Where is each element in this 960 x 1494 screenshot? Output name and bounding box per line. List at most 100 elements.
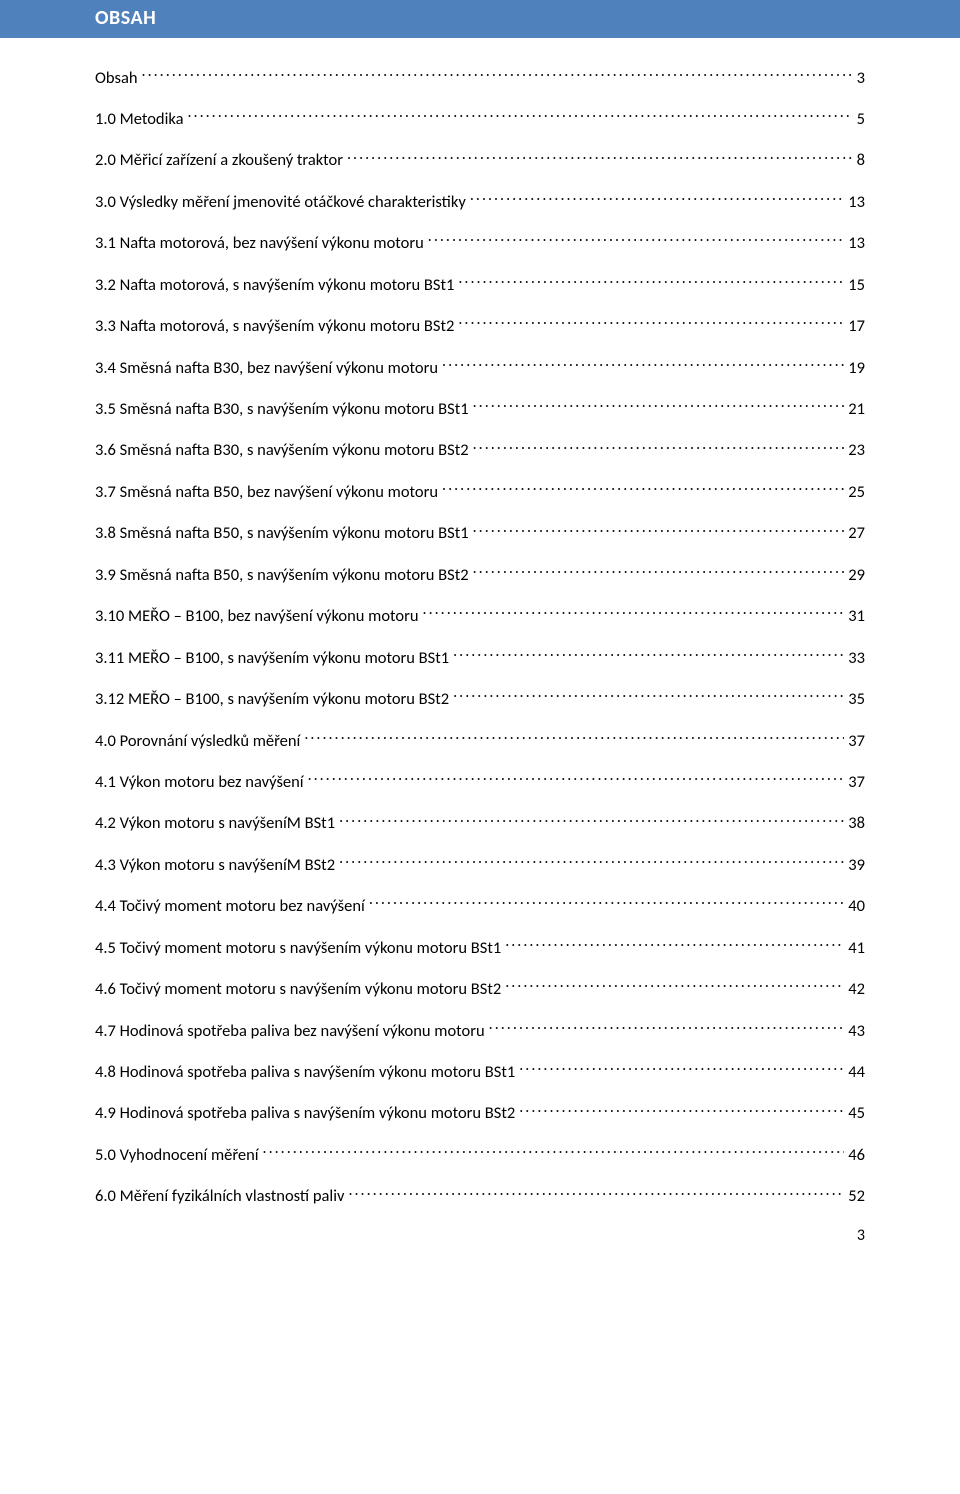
- toc-leader-dots: [473, 398, 845, 415]
- toc-entry: 5.0 Vyhodnocení měření 46: [95, 1143, 865, 1166]
- toc-entry: 3.2 Nafta motorová, s navýšením výkonu m…: [95, 273, 865, 296]
- toc-entry-page: 33: [844, 648, 865, 669]
- toc-leader-dots: [489, 1019, 845, 1036]
- toc-entry-page: 29: [844, 565, 865, 586]
- toc-entry: 4.0 Porovnání výsledků měření37: [95, 729, 865, 752]
- toc-entry: 6.0 Měření fyzikálních vlastností paliv5…: [95, 1185, 865, 1208]
- section-header-title: OBSAH: [95, 6, 156, 30]
- toc-entry-label: 4.1 Výkon motoru bez navýšení: [95, 772, 308, 793]
- toc-entry-page: 37: [844, 772, 865, 793]
- toc-entry-page: 31: [844, 606, 865, 627]
- toc-entry-page: 8: [853, 150, 865, 171]
- toc-entry: 3.3 Nafta motorová, s navýšením výkonu m…: [95, 315, 865, 338]
- toc-leader-dots: [473, 439, 845, 456]
- toc-entry-label: 3.7 Směsná nafta B50, bez navýšení výkon…: [95, 482, 442, 503]
- toc-entry-page: 19: [844, 358, 865, 379]
- toc-entry-label: 3.1 Nafta motorová, bez navýšení výkonu …: [95, 233, 428, 254]
- toc-entry: 1.0 Metodika5: [95, 107, 865, 130]
- toc-entry-label: 3.11 MEŘO – B100, s navýšením výkonu mot…: [95, 648, 453, 669]
- toc-entry-label: 4.9 Hodinová spotřeba paliva s navýšením…: [95, 1103, 519, 1124]
- page-number: 3: [95, 1226, 865, 1245]
- toc-leader-dots: [505, 978, 844, 995]
- toc-entry-label: 4.8 Hodinová spotřeba paliva s navýšením…: [95, 1062, 519, 1083]
- toc-leader-dots: [369, 895, 844, 912]
- toc-entry-page: 42: [844, 979, 865, 1000]
- toc-entry: 2.0 Měřicí zařízení a zkoušený traktor 8: [95, 149, 865, 172]
- toc-entry-label: 3.8 Směsná nafta B50, s navýšením výkonu…: [95, 523, 473, 544]
- toc-entry-page: 23: [844, 440, 865, 461]
- toc-entry: 3.8 Směsná nafta B50, s navýšením výkonu…: [95, 522, 865, 545]
- toc-entry: 3.1 Nafta motorová, bez navýšení výkonu …: [95, 232, 865, 255]
- toc-entry: 4.2 Výkon motoru s navýšeníM BSt138: [95, 812, 865, 835]
- toc-entry-label: 4.6 Točivý moment motoru s navýšením výk…: [95, 979, 505, 1000]
- toc-leader-dots: [470, 190, 844, 207]
- toc-leader-dots: [453, 646, 844, 663]
- toc-entry: 4.1 Výkon motoru bez navýšení 37: [95, 770, 865, 793]
- toc-entry-page: 3: [853, 68, 865, 89]
- toc-entry-label: 3.5 Směsná nafta B30, s navýšením výkonu…: [95, 399, 473, 420]
- toc-entry: 4.3 Výkon motoru s navýšeníM BSt239: [95, 853, 865, 876]
- table-of-contents: Obsah 3 1.0 Metodika5 2.0 Měřicí zařízení a…: [95, 66, 865, 1208]
- toc-entry-page: 40: [844, 896, 865, 917]
- document-page: OBSAH Obsah 3 1.0 Metodika5 2.0 Měřicí zaří…: [0, 0, 960, 1275]
- toc-entry-label: 3.4 Směsná nafta B30, bez navýšení výkon…: [95, 358, 442, 379]
- toc-entry-label: 5.0 Vyhodnocení měření: [95, 1145, 263, 1166]
- toc-entry-label: 3.10 MEŘO – B100, bez navýšení výkonu mo…: [95, 606, 423, 627]
- toc-leader-dots: [442, 480, 844, 497]
- toc-entry: 3.5 Směsná nafta B30, s navýšením výkonu…: [95, 398, 865, 421]
- toc-leader-dots: [339, 853, 844, 870]
- toc-entry-page: 44: [844, 1062, 865, 1083]
- toc-entry-label: 4.4 Točivý moment motoru bez navýšení: [95, 896, 369, 917]
- toc-entry: 3.11 MEŘO – B100, s navýšením výkonu mot…: [95, 646, 865, 669]
- toc-leader-dots: [453, 688, 844, 705]
- toc-entry-label: 6.0 Měření fyzikálních vlastností paliv: [95, 1186, 348, 1207]
- toc-leader-dots: [142, 66, 853, 83]
- toc-entry-label: 3.2 Nafta motorová, s navýšením výkonu m…: [95, 275, 458, 296]
- toc-entry: Obsah 3: [95, 66, 865, 89]
- toc-entry: 3.7 Směsná nafta B50, bez navýšení výkon…: [95, 480, 865, 503]
- toc-entry: 3.6 Směsná nafta B30, s navýšením výkonu…: [95, 439, 865, 462]
- toc-entry: 4.9 Hodinová spotřeba paliva s navýšením…: [95, 1102, 865, 1125]
- toc-entry-label: 3.12 MEŘO – B100, s navýšením výkonu mot…: [95, 689, 453, 710]
- toc-leader-dots: [428, 232, 844, 249]
- toc-entry: 3.0 Výsledky měření jmenovité otáčkové c…: [95, 190, 865, 213]
- toc-entry: 4.4 Točivý moment motoru bez navýšení 40: [95, 895, 865, 918]
- toc-leader-dots: [442, 356, 844, 373]
- toc-entry: 3.9 Směsná nafta B50, s navýšením výkonu…: [95, 563, 865, 586]
- toc-entry-page: 27: [844, 523, 865, 544]
- toc-leader-dots: [347, 149, 853, 166]
- toc-entry-page: 43: [844, 1021, 865, 1042]
- toc-entry-page: 15: [844, 275, 865, 296]
- toc-entry: 4.5 Točivý moment motoru s navýšením výk…: [95, 936, 865, 959]
- toc-leader-dots: [308, 770, 845, 787]
- toc-entry-label: 3.6 Směsná nafta B30, s navýšením výkonu…: [95, 440, 473, 461]
- toc-entry-label: Obsah: [95, 68, 142, 89]
- toc-entry: 4.7 Hodinová spotřeba paliva bez navýšen…: [95, 1019, 865, 1042]
- toc-entry-page: 45: [844, 1103, 865, 1124]
- toc-entry-page: 5: [853, 109, 865, 130]
- toc-entry-label: 2.0 Měřicí zařízení a zkoušený traktor: [95, 150, 347, 171]
- toc-entry: 3.4 Směsná nafta B30, bez navýšení výkon…: [95, 356, 865, 379]
- toc-entry-label: 4.7 Hodinová spotřeba paliva bez navýšen…: [95, 1021, 489, 1042]
- toc-entry-page: 13: [844, 192, 865, 213]
- toc-entry: 3.10 MEŘO – B100, bez navýšení výkonu mo…: [95, 605, 865, 628]
- toc-leader-dots: [473, 522, 845, 539]
- toc-leader-dots: [473, 563, 845, 580]
- toc-entry-page: 21: [844, 399, 865, 420]
- toc-leader-dots: [263, 1143, 845, 1160]
- toc-entry: 4.8 Hodinová spotřeba paliva s navýšením…: [95, 1061, 865, 1084]
- toc-entry-label: 4.2 Výkon motoru s navýšeníM BSt1: [95, 813, 339, 834]
- toc-entry: 4.6 Točivý moment motoru s navýšením výk…: [95, 978, 865, 1001]
- toc-entry-page: 13: [844, 233, 865, 254]
- toc-entry-page: 46: [844, 1145, 865, 1166]
- toc-leader-dots: [423, 605, 845, 622]
- toc-entry-label: 3.3 Nafta motorová, s navýšením výkonu m…: [95, 316, 458, 337]
- toc-leader-dots: [348, 1185, 844, 1202]
- toc-entry-page: 17: [844, 316, 865, 337]
- toc-leader-dots: [519, 1102, 844, 1119]
- section-header: OBSAH: [0, 0, 960, 38]
- toc-leader-dots: [339, 812, 844, 829]
- toc-leader-dots: [458, 273, 844, 290]
- toc-leader-dots: [505, 936, 844, 953]
- toc-entry-page: 37: [844, 731, 865, 752]
